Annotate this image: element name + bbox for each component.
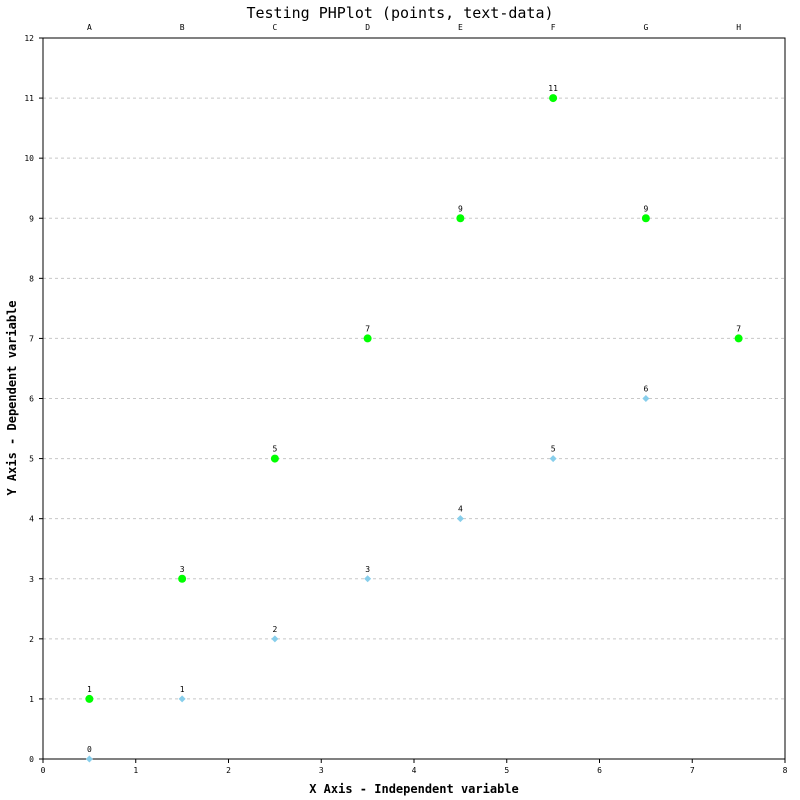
data-point-circle [456, 214, 465, 223]
data-point-circle [363, 334, 372, 343]
x-tick-label: 8 [783, 766, 788, 775]
chart-title: Testing PHPlot (points, text-data) [246, 4, 553, 22]
x-axis-title: X Axis - Independent variable [309, 782, 519, 796]
x-tick-label: 4 [412, 766, 417, 775]
data-label: 9 [643, 204, 648, 213]
y-tick-label: 1 [29, 695, 34, 704]
y-tick-label: 7 [29, 334, 34, 343]
y-tick-label: 8 [29, 274, 34, 283]
y-tick-label: 5 [29, 455, 34, 464]
data-point-circle [549, 94, 558, 103]
x-tick-label: 0 [41, 766, 46, 775]
data-point-diamond [85, 755, 93, 763]
x-tick-label: 5 [504, 766, 509, 775]
data-label: 5 [272, 445, 277, 454]
y-axis-title: Y Axis - Dependent variable [5, 300, 19, 495]
data-points: 1 3 5 7 9 11 9 7 0 1 2 3 4 5 6 [85, 84, 743, 763]
category-label: C [272, 23, 277, 32]
data-label: 11 [548, 84, 558, 93]
x-tick-label: 3 [319, 766, 324, 775]
y-tick-label: 9 [29, 214, 34, 223]
category-label: G [643, 23, 648, 32]
category-label: F [551, 23, 556, 32]
data-label: 1 [87, 685, 92, 694]
data-label: 1 [180, 685, 185, 694]
y-tick-label: 3 [29, 575, 34, 584]
x-tick-label: 6 [597, 766, 602, 775]
data-point-circle [270, 454, 279, 463]
data-point-diamond [549, 455, 557, 463]
data-label: 4 [458, 505, 463, 514]
data-label: 3 [180, 565, 185, 574]
category-label: E [458, 23, 463, 32]
data-point-circle [178, 574, 187, 583]
y-tick-label: 11 [24, 94, 34, 103]
gridlines [43, 97, 785, 700]
data-label: 7 [365, 324, 370, 333]
data-point-circle [734, 334, 743, 343]
y-tick-label: 12 [24, 34, 34, 43]
data-point-diamond [364, 575, 372, 583]
data-label: 7 [736, 324, 741, 333]
y-tick-label: 2 [29, 635, 34, 644]
data-label: 6 [643, 385, 648, 394]
y-tick-label: 4 [29, 515, 34, 524]
category-label: B [180, 23, 185, 32]
data-label: 5 [551, 445, 556, 454]
data-point-diamond [456, 515, 464, 523]
data-point-diamond [642, 395, 650, 402]
data-point-diamond [178, 695, 186, 703]
y-tick-label: 10 [24, 154, 34, 163]
data-point-diamond [271, 635, 279, 643]
data-point-circle [85, 694, 94, 703]
data-label: 9 [458, 204, 463, 213]
data-label: 2 [272, 625, 277, 634]
x-tick-label: 7 [690, 766, 695, 775]
data-label: 0 [87, 745, 92, 754]
x-tick-label: 2 [226, 766, 231, 775]
y-tick-label: 0 [29, 755, 34, 764]
x-tick-label: 1 [133, 766, 138, 775]
category-label: H [736, 23, 741, 32]
data-point-circle [641, 214, 650, 223]
category-label: A [87, 23, 92, 32]
y-tick-label: 6 [29, 395, 34, 404]
category-label: D [365, 23, 370, 32]
data-label: 3 [365, 565, 370, 574]
